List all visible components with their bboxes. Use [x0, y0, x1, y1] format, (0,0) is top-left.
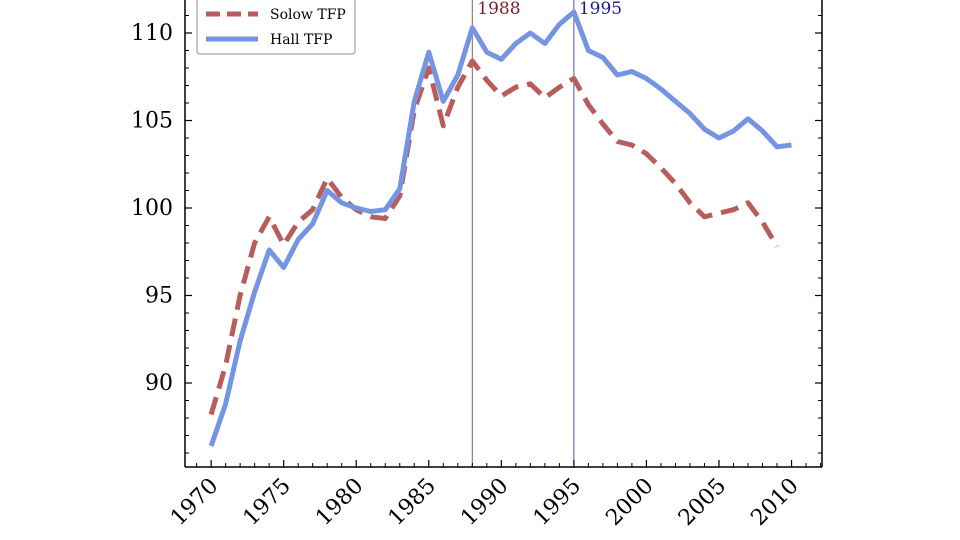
y-tick-label: 100: [131, 196, 173, 221]
series-line-solow-tfp: [208, 58, 780, 416]
y-tick-label: 95: [145, 284, 173, 309]
annotation-label-1988: 1988: [477, 0, 520, 19]
y-tick-label: 90: [145, 371, 173, 396]
legend-label-solow-tfp: Solow TFP: [270, 7, 346, 23]
y-tick-label: 110: [131, 21, 173, 46]
series-line-hall-tfp: [208, 9, 792, 447]
y-tick-label: 105: [131, 109, 173, 134]
legend-label-hall-tfp: Hall TFP: [270, 32, 332, 48]
annotation-label-1995: 1995: [579, 0, 622, 19]
